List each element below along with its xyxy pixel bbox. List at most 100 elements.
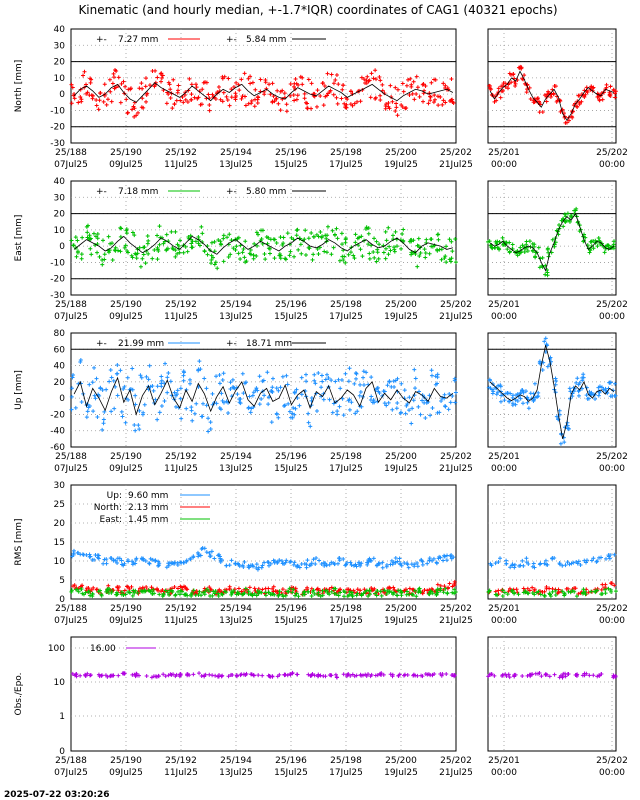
zoom-x-tick-time-label: 00:00	[599, 312, 625, 322]
data-point	[563, 563, 568, 568]
data-point	[604, 82, 609, 87]
data-point	[312, 592, 317, 597]
data-point	[193, 239, 198, 244]
data-point	[306, 672, 311, 677]
data-point	[95, 250, 100, 255]
data-point	[380, 88, 385, 93]
data-point	[381, 250, 386, 255]
data-point	[216, 591, 221, 596]
data-point	[512, 565, 517, 570]
x-tick-label: 25/196	[275, 756, 307, 766]
data-point	[513, 84, 518, 89]
data-point	[122, 561, 127, 566]
data-point	[225, 235, 230, 240]
data-point	[585, 90, 590, 95]
data-point	[262, 560, 267, 565]
data-point	[272, 256, 277, 261]
data-point	[520, 243, 525, 248]
data-point	[550, 589, 555, 594]
data-point	[366, 231, 371, 236]
data-point	[334, 226, 339, 231]
y-tick-label: 40	[54, 362, 66, 372]
data-point	[453, 400, 458, 405]
data-point	[207, 102, 212, 107]
data-point	[524, 242, 529, 247]
x-tick-label: 25/188	[55, 756, 87, 766]
data-point	[596, 393, 601, 398]
data-point	[256, 95, 261, 100]
north-series	[69, 67, 456, 119]
data-point	[510, 401, 515, 406]
data-point	[247, 251, 252, 256]
data-point	[122, 588, 127, 593]
data-point	[149, 675, 154, 680]
data-point	[339, 96, 344, 101]
data-point	[197, 671, 202, 676]
data-point	[591, 246, 596, 251]
data-point	[110, 81, 115, 86]
data-point	[411, 79, 416, 84]
rms-series-up	[70, 545, 456, 572]
data-point	[542, 593, 547, 598]
data-point	[355, 99, 360, 104]
data-point	[134, 557, 139, 562]
data-point	[415, 85, 420, 90]
data-point	[224, 94, 229, 99]
data-point	[340, 242, 345, 247]
data-point	[427, 592, 432, 597]
data-point	[491, 389, 496, 394]
data-point	[196, 554, 201, 559]
y-tick-label: 30	[54, 193, 66, 203]
x-tick-date-label: 15Jul25	[274, 464, 308, 474]
data-point	[125, 375, 130, 380]
x-tick-date-label: 11Jul25	[164, 616, 198, 626]
y-tick-label: 0	[59, 242, 65, 252]
data-point	[332, 233, 337, 238]
data-point	[366, 594, 371, 599]
data-point	[583, 235, 588, 240]
data-point	[132, 590, 137, 595]
data-point	[403, 411, 408, 416]
data-point	[216, 85, 221, 90]
data-point	[315, 88, 320, 93]
data-point	[372, 255, 377, 260]
data-point	[182, 370, 187, 375]
data-point	[341, 258, 346, 263]
zoom-plot-frame	[487, 180, 617, 296]
legend-symbol: +-	[226, 339, 237, 349]
data-point	[293, 593, 298, 598]
data-point	[175, 392, 180, 397]
data-point	[589, 558, 594, 563]
data-point	[406, 592, 411, 597]
data-point	[115, 584, 120, 589]
data-point	[453, 390, 458, 395]
data-point	[409, 421, 414, 426]
y-axis-label: East [mm]	[14, 215, 24, 262]
data-point	[83, 590, 88, 595]
data-point	[340, 396, 345, 401]
data-point	[169, 229, 174, 234]
up-zoom-series	[486, 336, 618, 446]
data-point	[203, 80, 208, 85]
data-point	[450, 590, 455, 595]
data-point	[294, 228, 299, 233]
data-point	[503, 81, 508, 86]
zoom-x-tick-label: 25/202	[596, 604, 628, 614]
data-point	[567, 562, 572, 567]
data-point	[343, 371, 348, 376]
data-point	[426, 101, 431, 106]
data-point	[218, 558, 223, 563]
data-point	[395, 559, 400, 564]
data-point	[300, 82, 305, 87]
data-point	[543, 672, 548, 677]
data-point	[93, 396, 98, 401]
data-point	[312, 378, 317, 383]
data-point	[308, 424, 313, 429]
data-point	[213, 673, 218, 678]
data-point	[420, 393, 425, 398]
data-point	[188, 381, 193, 386]
data-point	[118, 249, 123, 254]
data-point	[359, 75, 364, 80]
data-point	[124, 97, 129, 102]
data-point	[87, 404, 92, 409]
